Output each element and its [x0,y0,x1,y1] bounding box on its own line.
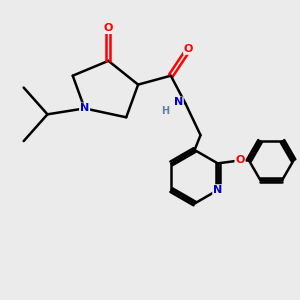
Text: N: N [80,103,89,113]
Text: O: O [184,44,193,54]
Text: N: N [213,185,222,195]
Text: O: O [236,155,245,165]
Text: N: N [174,98,183,107]
Text: H: H [161,106,169,116]
Text: O: O [104,23,113,33]
